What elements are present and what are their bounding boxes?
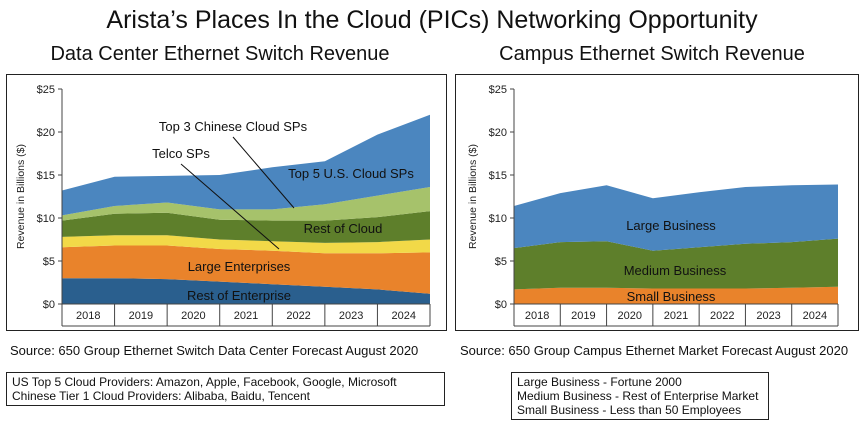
x-tick-label: 2019 <box>571 310 595 322</box>
series-annotation-label: Medium Business <box>624 263 727 278</box>
y-axis-title: Revenue in Billions ($) <box>467 144 479 249</box>
campus-note-line: Large Business - Fortune 2000 <box>517 375 682 389</box>
x-tick-label: 2019 <box>129 310 153 322</box>
x-tick-label: 2020 <box>181 310 205 322</box>
area-series-top-5-u-s-cloud-sps <box>62 114 430 216</box>
x-tick-label: 2020 <box>617 310 641 322</box>
y-tick-label: $25 <box>489 84 507 96</box>
x-tick-label: 2022 <box>286 310 310 322</box>
y-tick-label: $25 <box>37 84 55 96</box>
y-tick-label: $5 <box>495 256 507 268</box>
annotation-leader-line <box>180 163 280 250</box>
area-series-rest-of-enterprise <box>62 278 430 304</box>
series-annotation-label: Top 5 U.S. Cloud SPs <box>288 166 414 181</box>
x-tick-label: 2022 <box>710 310 734 322</box>
campus-chart-title: Campus Ethernet Switch Revenue <box>499 43 805 65</box>
y-tick-label: $0 <box>495 299 507 311</box>
y-tick-label: $15 <box>489 170 507 182</box>
series-annotation-label: Telco SPs <box>152 146 210 161</box>
y-tick-label: $20 <box>489 127 507 139</box>
area-series-large-enterprises <box>62 245 430 294</box>
y-tick-label: $20 <box>37 127 55 139</box>
x-tick-label: 2023 <box>339 310 363 322</box>
dc-source-note: Source: 650 Group Ethernet Switch Data C… <box>10 343 419 358</box>
campus-area-chart: $0 $5 $10 $15 $20 $25 Revenue in Billions ($) 2… <box>467 84 839 327</box>
area-series-large-business <box>514 184 838 251</box>
campus-chart-frame: $0 $5 $10 $15 $20 $25 Revenue in Billions ($) 2… <box>455 74 859 331</box>
x-tick-label: 2024 <box>803 310 827 322</box>
dc-area-chart: $0 $5 $10 $15 $20 $25 Revenue in Billions ($) 2… <box>15 84 431 327</box>
dc-note-line: US Top 5 Cloud Providers: Amazon, Apple,… <box>12 375 397 389</box>
area-series-telco-sps <box>62 235 430 254</box>
x-tick-label: 2023 <box>756 310 780 322</box>
series-annotation-label: Top 3 Chinese Cloud SPs <box>159 119 308 134</box>
annotation-leader-line <box>232 136 295 209</box>
campus-notes-box: Large Business - Fortune 2000 Medium Bus… <box>511 372 769 420</box>
x-tick-label: 2021 <box>234 310 258 322</box>
x-tick-label: 2018 <box>525 310 549 322</box>
dc-chart-frame: $0 $5 $10 $15 $20 $25 Revenue in Billions ($) 2… <box>6 74 447 331</box>
series-annotation-label: Rest of Enterprise <box>187 288 291 303</box>
series-annotation-label: Small Business <box>627 289 716 304</box>
campus-note-line: Medium Business - Rest of Enterprise Mar… <box>517 389 759 403</box>
x-tick-label: 2024 <box>391 310 415 322</box>
series-annotation-label: Large Business <box>626 218 716 233</box>
area-series-rest-of-cloud <box>62 211 430 243</box>
campus-note-line: Small Business - Less than 50 Employees <box>517 403 742 417</box>
campus-source-note: Source: 650 Group Campus Ethernet Market… <box>460 343 849 358</box>
dc-note-line: Chinese Tier 1 Cloud Providers: Alibaba,… <box>12 389 310 403</box>
area-series-medium-business <box>514 238 838 290</box>
y-tick-label: $15 <box>37 170 55 182</box>
y-tick-label: $0 <box>43 299 55 311</box>
y-tick-label: $10 <box>489 213 507 225</box>
y-axis-title: Revenue in Billions ($) <box>15 144 27 249</box>
main-title: Arista’s Places In the Cloud (PICs) Netw… <box>106 6 758 34</box>
y-tick-label: $5 <box>43 256 55 268</box>
x-tick-label: 2021 <box>664 310 688 322</box>
area-series-top-3-chinese-cloud-sps <box>62 187 430 221</box>
dc-notes-box: US Top 5 Cloud Providers: Amazon, Apple,… <box>6 372 445 406</box>
y-tick-label: $10 <box>37 213 55 225</box>
series-annotation-label: Large Enterprises <box>188 259 291 274</box>
area-series-small-business <box>514 286 838 304</box>
x-tick-label: 2018 <box>76 310 100 322</box>
series-annotation-label: Rest of Cloud <box>304 221 383 236</box>
dc-chart-title: Data Center Ethernet Switch Revenue <box>50 43 390 65</box>
